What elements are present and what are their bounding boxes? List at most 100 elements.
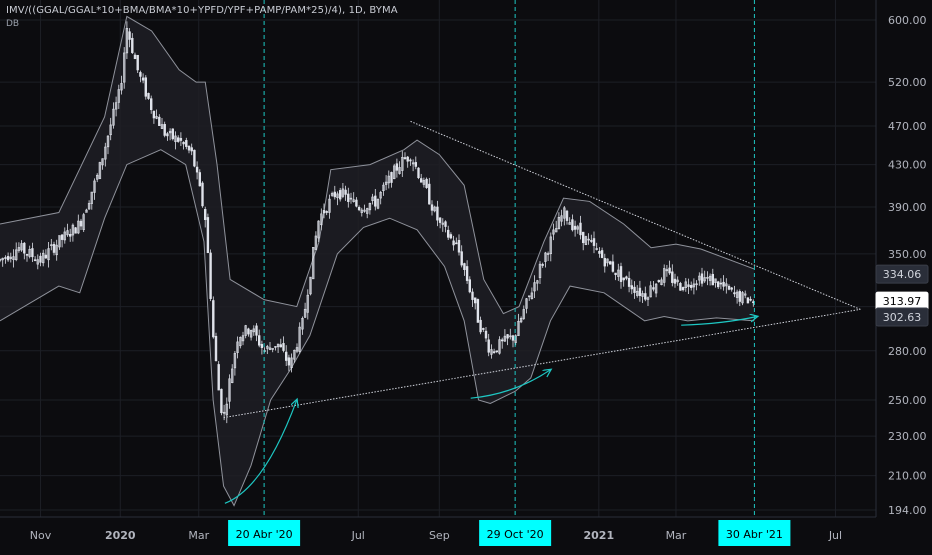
candle-body (590, 240, 593, 242)
candle-body (625, 276, 628, 279)
candle-body (730, 287, 733, 290)
upper-band-line (0, 15, 755, 315)
candle-body (330, 193, 334, 196)
y-tick-label: 430.00 (888, 159, 927, 172)
x-tick-label: Nov (30, 529, 52, 542)
candle-body (320, 213, 323, 226)
candle-body (355, 199, 358, 207)
candle-body (177, 137, 180, 142)
candle-body (428, 183, 431, 205)
y-tick-label: 600.00 (888, 14, 927, 27)
candle-body (12, 256, 15, 260)
candle-body (681, 287, 685, 291)
candle-body (112, 108, 115, 126)
candle-body (82, 214, 85, 230)
candle-body (735, 291, 739, 298)
candle-body (452, 240, 455, 246)
candle-body (239, 337, 242, 347)
candle-body (633, 286, 636, 293)
candle-body (236, 341, 239, 353)
candle-body (123, 52, 126, 83)
candle-body (492, 351, 496, 353)
candle-body (603, 257, 607, 267)
candle-body (695, 283, 698, 286)
candle-body (371, 196, 374, 201)
candle-body (581, 231, 585, 244)
candle-body (660, 279, 663, 286)
candle-body (444, 221, 447, 227)
candle-body (1, 257, 4, 261)
candle-body (195, 166, 199, 173)
candle-body (554, 228, 558, 233)
candle-body (271, 348, 274, 350)
candle-body (187, 145, 191, 151)
candle-body (571, 219, 574, 231)
price-label: 334.06 (883, 268, 922, 281)
candle-body (136, 54, 139, 71)
candle-body (600, 250, 604, 258)
candle-body (700, 273, 704, 284)
candle-body (365, 208, 369, 214)
candle-body (376, 198, 380, 209)
candle-body (201, 182, 204, 207)
candle-body (657, 280, 661, 283)
date-markers: 20 Abr '20 29 Oct '20 30 Abr '21 (228, 0, 791, 546)
trend-arrow (681, 316, 757, 326)
candle-body (411, 162, 415, 165)
candle-body (33, 259, 37, 261)
candle-body (306, 294, 309, 313)
candle-body (673, 278, 677, 284)
candle-body (244, 325, 247, 336)
candle-body (155, 116, 158, 119)
candle-body (468, 279, 471, 293)
candle-body (260, 344, 264, 349)
candle-body (573, 225, 577, 230)
date-marker-label: 30 Abr '21 (726, 528, 783, 541)
candle-body (225, 403, 228, 416)
x-tick-label: Sep (429, 529, 450, 542)
candle-body (333, 191, 336, 198)
candle-body (347, 193, 350, 202)
candle-body (71, 224, 75, 236)
x-tick-label: Mar (188, 529, 209, 542)
candle-body (4, 257, 7, 259)
candle-body (341, 188, 345, 197)
candle-body (441, 222, 444, 225)
candle-body (133, 54, 137, 60)
candle-body (746, 297, 750, 304)
candle-body (101, 158, 104, 166)
candle-body (652, 287, 655, 290)
candle-body (212, 300, 215, 338)
candle-body (430, 204, 434, 211)
date-marker-label-bg (228, 520, 301, 546)
candle-body (168, 130, 172, 134)
candle-body (382, 184, 385, 191)
candle-body (231, 368, 234, 383)
y-tick-label: 350.00 (888, 248, 927, 261)
candle-body (41, 252, 45, 264)
candle-body (220, 388, 223, 414)
candle-body (15, 249, 18, 260)
candle-body (284, 351, 288, 361)
candle-body (106, 135, 110, 148)
candle-body (679, 283, 682, 291)
chart-subtitle: DB (6, 19, 20, 29)
candle-body (247, 328, 250, 335)
candle-body (74, 227, 77, 234)
candle-body (171, 128, 174, 140)
candle-body (419, 178, 423, 183)
candle-body (606, 258, 609, 264)
candle-body (144, 77, 147, 97)
candle-body (476, 299, 480, 323)
date-marker-label-bg (718, 520, 791, 546)
candle-body (228, 378, 231, 402)
candle-body (117, 89, 121, 103)
candle-body (611, 261, 615, 272)
candle-body (25, 254, 29, 256)
candle-body (233, 353, 237, 369)
candle-body (568, 222, 571, 225)
candle-body (268, 347, 272, 350)
candle-body (158, 116, 161, 127)
candle-body (517, 320, 520, 336)
